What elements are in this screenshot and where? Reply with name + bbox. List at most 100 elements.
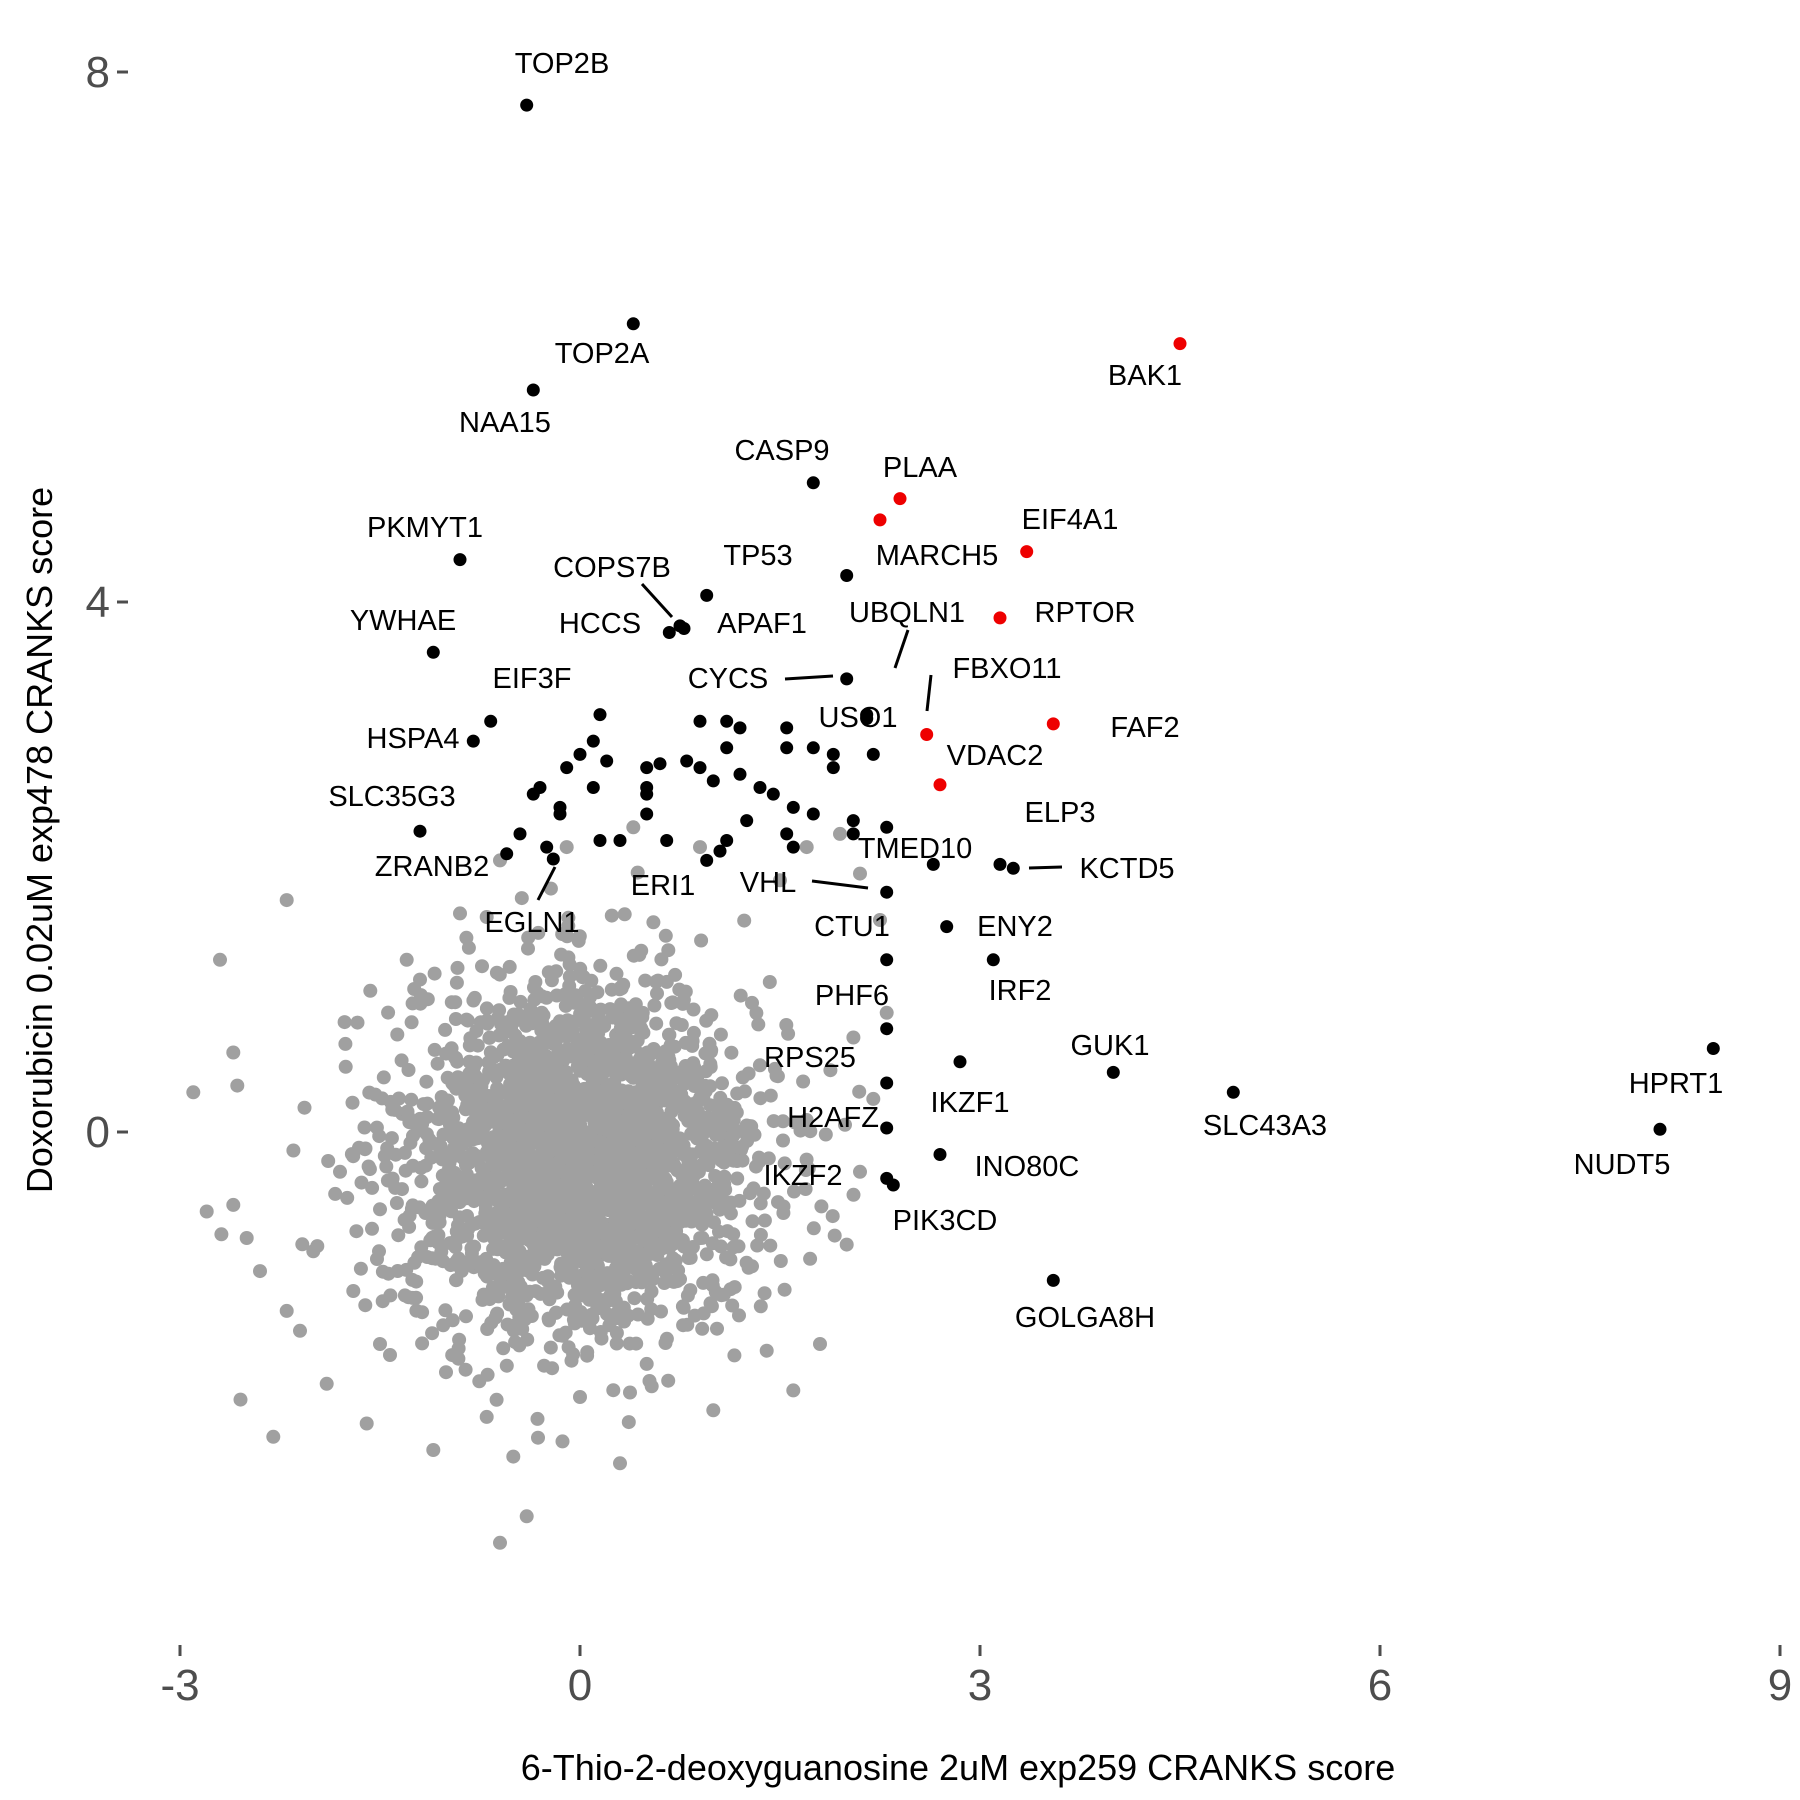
background-point [523,1255,538,1270]
point-SLC43A3 [1226,1085,1240,1099]
background-point [559,1226,574,1241]
background-point [717,1155,731,1170]
background-point [488,1168,503,1183]
background-point [718,1140,733,1155]
background-point [629,1336,644,1351]
background-point [697,1178,712,1193]
background-point [199,1204,214,1219]
background-points [186,820,894,1550]
background-point [823,1063,838,1078]
label-ELP3: ELP3 [1025,797,1096,829]
point-ELP3 [993,857,1007,871]
background-point [505,1140,520,1155]
background-point [582,1163,597,1178]
background-point [439,1046,453,1061]
background-point [604,1286,619,1301]
background-point [552,1076,567,1091]
x-tick-label: 6 [1368,1661,1392,1710]
background-point [763,1238,778,1253]
hit-point [766,787,780,801]
background-point [460,1228,475,1243]
background-point [733,988,748,1003]
point-PHF6 [880,1022,894,1036]
background-point [568,1139,583,1154]
background-point [420,1096,435,1111]
background-point [600,1234,614,1249]
background-point [480,1322,495,1336]
background-point [626,820,641,835]
background-point [579,998,594,1013]
background-point [476,1228,491,1243]
background-point [773,1254,788,1268]
background-point [798,1163,813,1177]
label-IKZF2: IKZF2 [764,1160,843,1192]
label-RPTOR: RPTOR [1035,597,1136,629]
background-point [505,1269,520,1284]
background-point [777,1156,792,1171]
background-point [213,952,227,967]
background-point [439,1365,453,1380]
background-point [547,1190,562,1205]
background-point [479,1251,494,1266]
background-point [449,975,464,990]
background-point [333,1164,347,1179]
background-point [660,1064,674,1079]
background-point [879,1005,894,1020]
background-point [253,1264,267,1279]
background-point [745,995,759,1010]
background-point [467,1085,482,1099]
point-CYCS [840,672,854,686]
background-point [575,1206,590,1221]
background-point [727,1280,742,1295]
background-point [632,1228,647,1243]
gene-labels: TOP2B TOP2A NAA15 BAK1 CASP9 PLAA MARCH5… [328,48,1723,1334]
background-point [624,1127,639,1141]
background-point [450,960,465,975]
background-point [676,992,691,1007]
background-point [506,1449,521,1464]
hit-point [600,754,614,768]
background-point [379,1159,394,1174]
background-point [726,1240,741,1255]
background-point [321,1154,336,1168]
background-point [413,972,427,987]
hit-point [653,757,667,771]
background-point [359,1416,374,1431]
background-point [481,1265,496,1280]
label-GUK1: GUK1 [1071,1030,1150,1062]
background-point [813,1337,827,1351]
background-point [735,1139,750,1154]
background-point [761,1151,776,1166]
background-point [381,1005,396,1020]
background-point [641,1211,656,1226]
background-point [573,1282,588,1297]
background-point [448,1012,463,1026]
label-USO1: USO1 [819,702,898,734]
background-point [419,1074,434,1089]
hit-point [806,741,820,755]
background-point [297,1100,312,1115]
background-point [833,826,847,841]
background-point [683,1250,698,1265]
background-point [635,1010,650,1025]
background-point [370,1252,384,1266]
point-ENY2 [940,920,954,934]
background-point [430,1111,445,1126]
background-point [498,1058,513,1073]
background-point [599,1123,614,1138]
background-point [717,1177,732,1191]
background-point [549,1213,564,1228]
point-EGLN1 [546,852,560,866]
background-point [530,986,545,1001]
background-point [490,1242,505,1257]
background-point [592,1042,607,1056]
background-point [400,1104,415,1119]
point-PLAA [893,492,907,506]
background-point [512,1338,527,1353]
background-point [685,1034,700,1049]
background-point [460,1255,475,1270]
background-point [737,913,752,928]
point-KCTD5 [1006,861,1020,875]
background-point [724,1045,739,1060]
background-point [489,1193,504,1208]
